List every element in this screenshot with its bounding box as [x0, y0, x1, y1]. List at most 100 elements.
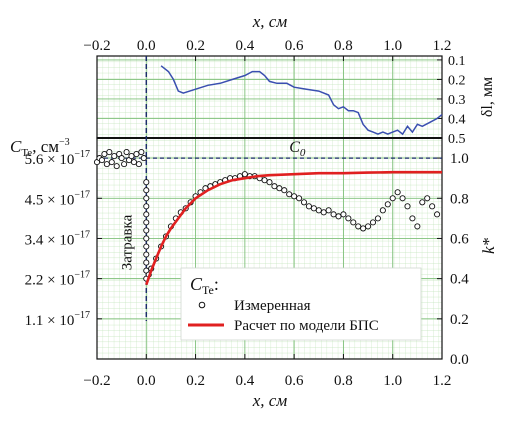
- seed-label: Затравка: [120, 214, 136, 270]
- measured-point: [241, 171, 248, 178]
- measured-point: [266, 179, 273, 186]
- measured-point: [404, 203, 411, 210]
- right-y-tick-label: 0.2: [450, 312, 469, 328]
- measured-point: [281, 187, 288, 194]
- measured-point: [271, 183, 278, 190]
- right-y-tick-label: 0.0: [450, 352, 469, 368]
- measured-point: [320, 209, 327, 216]
- bottom-x-axis-title: x, см: [252, 391, 288, 410]
- measured-point: [113, 163, 120, 170]
- measured-point: [434, 211, 441, 218]
- measured-point: [424, 195, 431, 202]
- measured-point: [143, 195, 150, 202]
- measured-point: [143, 203, 150, 210]
- measured-point: [300, 199, 308, 206]
- measured-point: [143, 187, 150, 194]
- measured-point: [106, 149, 113, 156]
- bottom-right-axis-title: k*: [479, 237, 498, 254]
- top-x-tick-label: 0.6: [285, 38, 304, 54]
- measured-point: [360, 225, 367, 232]
- measured-point: [291, 193, 298, 200]
- top-y-tick-label: 0.2: [448, 73, 466, 88]
- measured-point: [143, 211, 150, 218]
- top-x-tick-label: 0.2: [186, 38, 205, 54]
- top-x-tick-label: 0.8: [334, 38, 353, 54]
- left-y-tick-label: 1.1 × 10−17: [25, 310, 90, 329]
- measured-point: [374, 215, 381, 222]
- measured-point: [305, 203, 312, 210]
- bottom-x-tick-label: 0.6: [285, 373, 304, 389]
- legend-marker-measured: [198, 301, 206, 309]
- top-right-axis-title: δl, мм: [479, 77, 496, 117]
- bottom-x-tick-label: 0.2: [186, 373, 205, 389]
- measured-point: [365, 223, 372, 230]
- bottom-x-tick-label: 0.8: [334, 373, 353, 389]
- measured-point: [389, 195, 396, 202]
- legend: CTe: Измеренная Расчет по модели БПС: [180, 267, 422, 341]
- legend-box: [180, 267, 422, 341]
- right-y-tick-label: 0.8: [450, 191, 469, 207]
- legend-title: CTe:: [190, 274, 219, 297]
- bottom-x-tick-label: −0.2: [83, 373, 110, 389]
- top-y-tick-label: 0.3: [448, 93, 466, 108]
- measured-point: [384, 201, 391, 208]
- measured-point: [138, 149, 145, 156]
- measured-point: [276, 185, 283, 192]
- measured-point: [261, 177, 268, 184]
- measured-point: [355, 223, 362, 230]
- measured-point: [345, 215, 352, 222]
- measured-point: [399, 195, 406, 202]
- bottom-x-ticks: −0.2 0.0 0.2 0.4 0.6 0.8 1.0 1.2: [83, 354, 451, 389]
- top-x-ticks: −0.2 0.0 0.2 0.4 0.6 0.8 1.0 1.2: [83, 38, 451, 61]
- measured-point: [118, 155, 125, 162]
- measured-point: [140, 155, 147, 162]
- top-x-tick-label: −0.2: [83, 38, 110, 54]
- measured-point: [315, 207, 322, 214]
- svg-text:C0: C0: [289, 139, 306, 159]
- top-x-tick-label: 1.2: [433, 38, 452, 54]
- right-y-tick-label: 0.4: [450, 272, 469, 288]
- measured-point: [133, 151, 140, 158]
- right-y-tick-label: 0.6: [450, 231, 469, 247]
- top-series: [160, 65, 443, 136]
- model-curve: [145, 170, 442, 286]
- measured-point: [414, 223, 421, 230]
- bottom-x-tick-label: 1.2: [433, 373, 452, 389]
- left-y-tick-label: 5.6 × 10−17: [25, 149, 90, 168]
- measured-point: [330, 211, 337, 218]
- right-y-tick-label: 1.0: [450, 151, 469, 167]
- measured-point: [103, 161, 110, 168]
- measured-point: [143, 219, 150, 226]
- bottom-x-tick-label: 1.0: [383, 373, 402, 389]
- bottom-x-tick-label: 0.0: [137, 373, 156, 389]
- measured-point: [143, 251, 150, 258]
- bottom-right-ticks: 1.0 0.8 0.6 0.4 0.2 0.0: [437, 151, 469, 368]
- bottom-left-axis-title: CTe, см−3: [10, 137, 70, 159]
- left-y-tick-label: 2.2 × 10−17: [25, 270, 90, 289]
- measured-point: [296, 195, 303, 202]
- legend-label-measured: Измеренная: [234, 298, 311, 314]
- c0-label: C0: [289, 139, 306, 159]
- top-y-tick-label: 0.4: [448, 112, 466, 127]
- top-plot-area: [97, 56, 442, 138]
- top-y-tick-label: 0.1: [448, 54, 466, 69]
- top-x-tick-label: 0.0: [137, 38, 156, 54]
- top-x-tick-label: 0.4: [235, 38, 254, 54]
- measured-point: [369, 219, 377, 226]
- measured-point: [143, 235, 150, 242]
- measured-point: [143, 179, 150, 186]
- legend-label-model: Расчет по модели БПС: [234, 318, 379, 334]
- measured-point: [101, 151, 108, 158]
- measured-point: [143, 227, 150, 234]
- measured-point: [379, 207, 386, 214]
- top-series-line: [160, 65, 443, 136]
- left-y-tick-label: 4.5 × 10−17: [25, 189, 90, 208]
- measured-point: [429, 203, 436, 210]
- bottom-x-tick-label: 0.4: [235, 373, 254, 389]
- measured-point: [143, 243, 150, 250]
- measured-point: [286, 191, 293, 198]
- measured-point: [325, 207, 332, 214]
- measured-point: [340, 211, 347, 218]
- model-curve-line: [145, 170, 442, 286]
- measured-point: [310, 205, 317, 212]
